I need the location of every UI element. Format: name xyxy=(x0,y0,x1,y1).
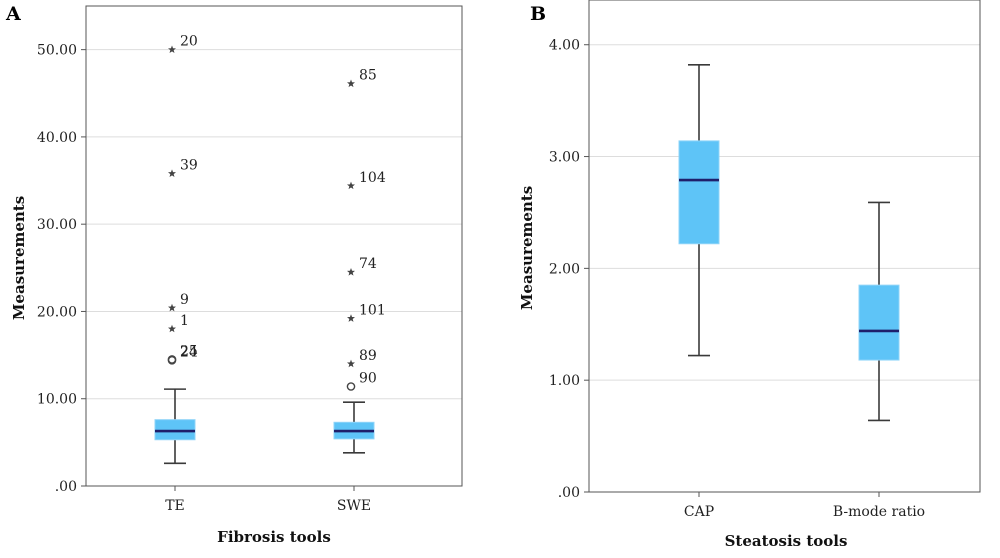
panel-a-outlier-label: 25 xyxy=(180,343,198,359)
panel-a-outlier-label: 101 xyxy=(359,302,386,318)
panel-b-x-axis-label: Steatosis tools xyxy=(725,532,848,550)
panel-b-x-tick-label: CAP xyxy=(684,504,714,520)
panel-b-box-b-mode-ratio xyxy=(858,284,900,361)
panel-a-outlier-label: 9 xyxy=(180,292,189,308)
panel-a-x-tick-label: SWE xyxy=(337,498,371,514)
panel-a-outlier-star xyxy=(168,169,176,177)
panel-a-outlier-circle xyxy=(346,382,356,391)
panel-b-box-cap xyxy=(678,140,720,245)
panel-b-y-tick-label: 4.00 xyxy=(549,38,580,54)
panel-a-y-tick-label: .00 xyxy=(55,479,77,495)
panel-a-outlier-label: 39 xyxy=(180,158,198,174)
panel-a-x-axis-label: Fibrosis tools xyxy=(217,528,331,546)
panel-a-box-te xyxy=(154,419,196,441)
panel-b-y-tick-label: .00 xyxy=(558,485,580,501)
panel-a-outlier-label: 89 xyxy=(359,348,377,364)
panel-a-plot-frame xyxy=(85,5,463,487)
panel-a-outlier-label: 90 xyxy=(359,371,377,387)
panel-b-plot-frame xyxy=(588,0,981,493)
panel-b-x-tick-label: B-mode ratio xyxy=(833,504,925,520)
panel-a-outlier-label: 74 xyxy=(359,256,377,272)
panel-a-outlier-circle xyxy=(167,356,177,365)
panel-b-y-tick-label: 3.00 xyxy=(549,150,580,166)
panel-b: B Measurements Steatosis tools .00 1.00 2.… xyxy=(518,0,981,550)
panel-a-outlier-star xyxy=(168,324,176,333)
panel-a-outlier-star xyxy=(347,359,355,368)
panel-a-x-tick-label: TE xyxy=(165,498,185,514)
panel-a-label: A xyxy=(5,3,21,25)
panel-a-y-tick-label: 50.00 xyxy=(37,43,77,59)
panel-a-outlier-label: 24 xyxy=(180,344,198,360)
panel-a-y-tick-label: 20.00 xyxy=(37,304,77,320)
panel-a: A Measurements Fibrosis tools .00 10.00 20… xyxy=(5,3,463,546)
panel-a-y-tick-label: 40.00 xyxy=(37,130,77,146)
panel-a-outlier-star xyxy=(168,303,176,312)
panel-a-outlier-star xyxy=(347,79,355,88)
panel-a-outlier-label: 104 xyxy=(359,170,386,186)
panel-a-y-axis-label: Measurements xyxy=(10,196,28,320)
panel-a-outlier-label: 85 xyxy=(359,68,377,84)
panel-b-y-tick-label: 2.00 xyxy=(549,261,580,277)
panel-a-outlier-label: 1 xyxy=(180,313,189,329)
panel-a-outlier-star xyxy=(347,181,355,190)
panel-a-outlier-star xyxy=(168,45,176,54)
panel-a-outlier-star xyxy=(347,314,355,322)
panel-a-outlier-star xyxy=(347,267,355,276)
panel-a-y-tick-label: 10.00 xyxy=(37,392,77,408)
panel-b-label: B xyxy=(530,3,546,25)
panel-a-outlier-label: 20 xyxy=(180,34,198,50)
panel-a-y-tick-label: 30.00 xyxy=(37,217,77,233)
panel-b-y-axis-label: Measurements xyxy=(518,186,536,310)
panel-b-y-tick-label: 1.00 xyxy=(549,373,580,389)
